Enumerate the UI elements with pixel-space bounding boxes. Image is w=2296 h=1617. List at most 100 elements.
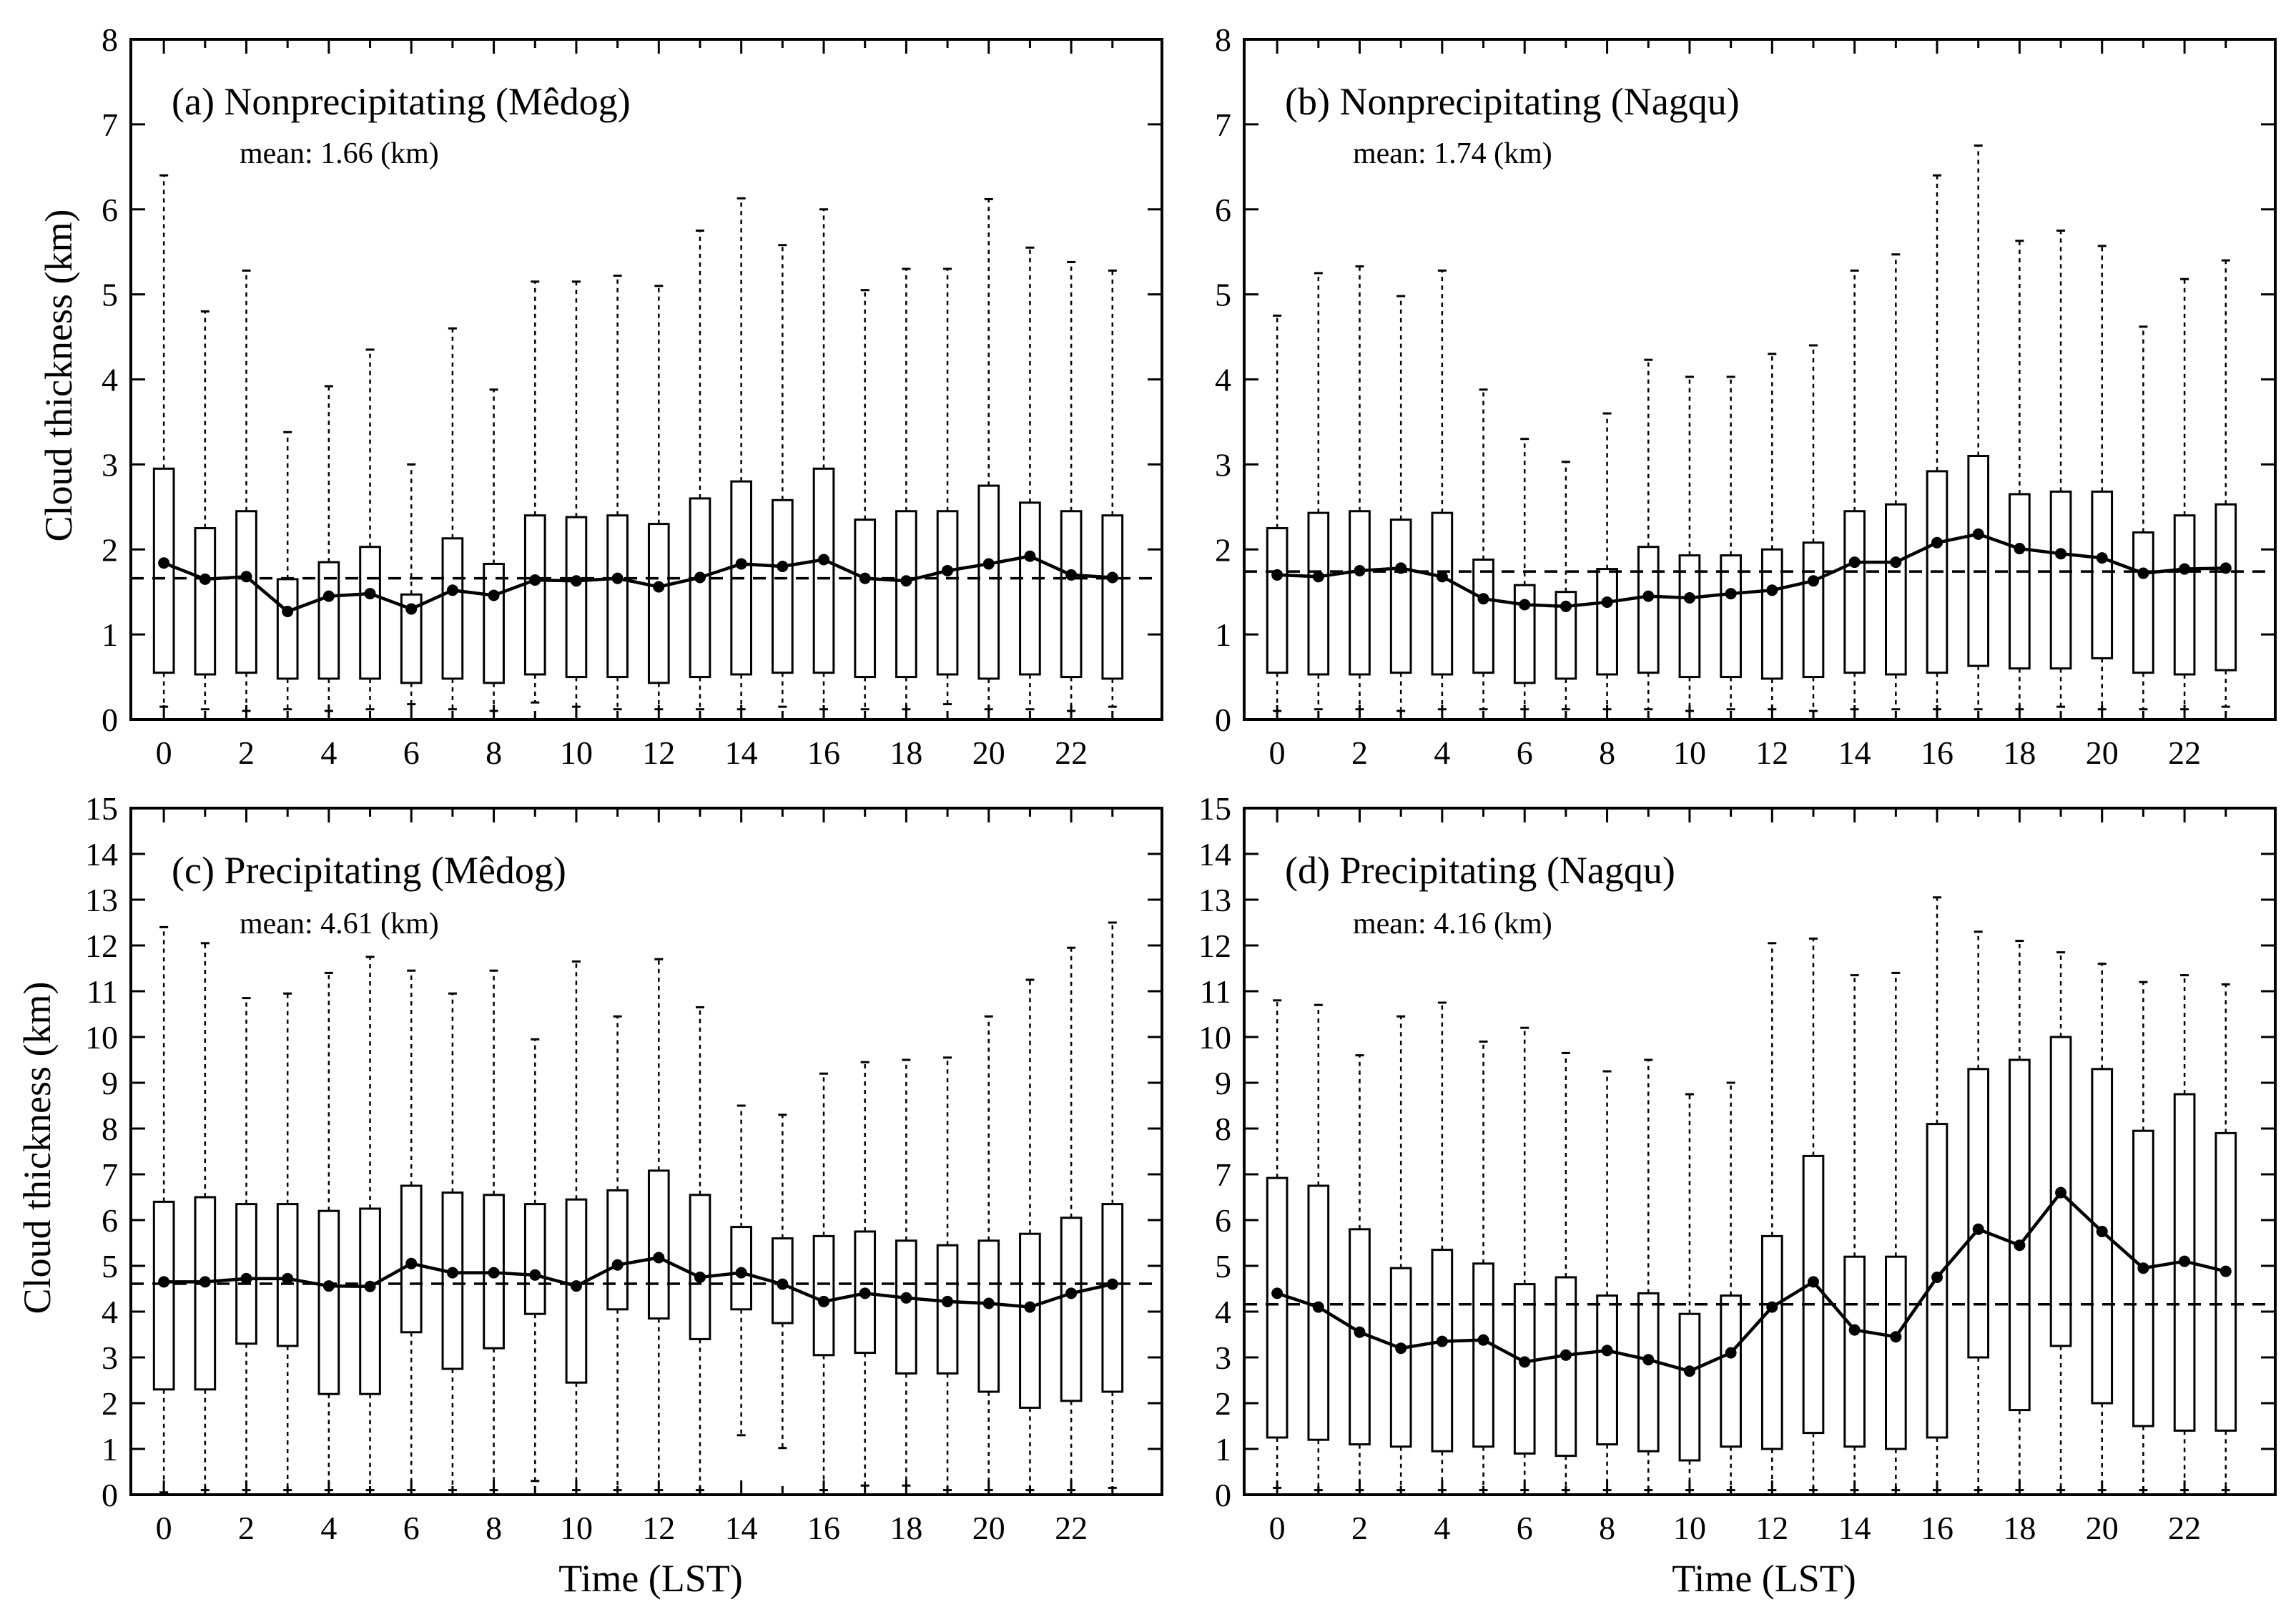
- panel-a-y-tick-label: 8: [102, 21, 118, 58]
- panel-b-y-tick-label: 6: [1215, 192, 1231, 228]
- panel-a-mean-point: [364, 588, 376, 600]
- panel-c-y-tick-label: 4: [102, 1294, 118, 1330]
- panel-c-y-tick-label: 14: [85, 836, 118, 873]
- panel-c-mean-point: [529, 1269, 541, 1281]
- panel-c-y-tick-label: 15: [85, 790, 118, 827]
- panel-a-mean-point: [405, 603, 418, 615]
- panel-c-mean-point: [1024, 1301, 1036, 1313]
- panel-c-frame: [129, 807, 1163, 1496]
- panel-d-box: [2132, 1129, 2154, 1427]
- panel-d-mean-point: [1477, 1334, 1489, 1346]
- panel-b-y-tick-label: 5: [1215, 277, 1231, 313]
- panel-d-x-tick-label: 20: [2086, 1510, 2119, 1546]
- panel-b-box: [1349, 510, 1371, 676]
- panel-a-mean-line: [163, 554, 1113, 614]
- panel-d-y-tick-label: 4: [1215, 1294, 1231, 1330]
- panel-d-y-tick-label: 0: [1215, 1477, 1231, 1513]
- panel-c-box: [194, 1196, 217, 1391]
- panel-c-x-tick-label: 10: [560, 1510, 593, 1546]
- panel-d-mean-point: [1354, 1326, 1366, 1338]
- panel-d-box: [2091, 1068, 2114, 1405]
- panel-d-y-tick-label: 11: [1200, 973, 1231, 1010]
- panel-d-box: [1555, 1276, 1577, 1458]
- panel-b-mean-point: [1725, 588, 1737, 600]
- panel-b-box: [1596, 568, 1618, 676]
- panel-a-y-tick-label: 5: [102, 277, 118, 313]
- panel-b-box: [1678, 554, 1701, 679]
- panel-a-mean-point: [735, 558, 747, 570]
- panel-b-mean-line: [1277, 532, 2226, 609]
- panel-a-mean-point: [1024, 550, 1036, 562]
- panel-c-mean-point: [570, 1280, 582, 1292]
- panel-d-mean-point: [2014, 1239, 2026, 1252]
- panel-a-mean-point: [1106, 571, 1118, 584]
- panel-b-mean-point: [1395, 562, 1407, 574]
- panel-d-x-tick-label: 10: [1673, 1510, 1706, 1546]
- panel-b-mean-point: [1931, 536, 1943, 549]
- panel-b-box: [1307, 511, 1330, 676]
- panel-b-x-tick-label: 6: [1517, 734, 1533, 771]
- panel-a-x-tick-label: 20: [972, 734, 1005, 771]
- panel-a-box: [235, 510, 257, 674]
- panel-d-mean-point: [1807, 1276, 1819, 1288]
- panel-b-box: [2214, 503, 2237, 672]
- panel-b-x-tick-label: 18: [2003, 734, 2036, 771]
- panel-d-y-tick-label: 14: [1198, 836, 1231, 873]
- panel-c-mean-point: [859, 1287, 871, 1299]
- panel-d-box: [1637, 1292, 1660, 1453]
- panel-d-y-tick-label: 3: [1215, 1340, 1231, 1376]
- panel-b-x-tick-label: 2: [1351, 734, 1368, 771]
- panel-d-box: [1843, 1255, 1866, 1448]
- panel-c-mean-point: [488, 1267, 500, 1279]
- panel-b-y-tick-label: 2: [1215, 531, 1231, 568]
- panel-a-y-tick-label: 4: [102, 362, 118, 398]
- panel-a-y-tick-label: 3: [102, 446, 118, 483]
- panel-c-x-tick-label: 0: [156, 1510, 172, 1546]
- panel-c-box: [936, 1244, 959, 1375]
- panel-d-mean-point: [2055, 1186, 2067, 1199]
- panel-a-box: [936, 510, 959, 676]
- panel-d-y-tick-label: 9: [1215, 1065, 1231, 1101]
- panel-d-box: [1720, 1294, 1742, 1448]
- x-axis-title-right: Time (LST): [1672, 1557, 1856, 1600]
- panel-a-box: [152, 467, 175, 674]
- panel-d-x-tick-label: 12: [1755, 1510, 1788, 1546]
- panel-b-box: [2049, 490, 2072, 670]
- panel-c-box: [359, 1207, 381, 1395]
- panel-d-mean-point: [1725, 1347, 1737, 1359]
- panel-b-box: [1885, 503, 1907, 676]
- panel-c-mean-label: mean: 4.61 (km): [240, 908, 439, 940]
- y-axis-title-bottom: Cloud thickness (km): [16, 982, 59, 1314]
- panel-c-y-tick-label: 3: [102, 1340, 118, 1376]
- panel-a-y-tick-label: 2: [102, 531, 118, 568]
- panel-c-x-tick-label: 16: [807, 1510, 840, 1546]
- panel-b-mean-point: [1642, 590, 1655, 602]
- panel-a-mean-point: [322, 590, 335, 602]
- panel-b-y-tick-label: 1: [1215, 616, 1231, 653]
- panel-c-y-tick-label: 0: [102, 1477, 118, 1513]
- panel-b-x-tick-label: 8: [1599, 734, 1615, 771]
- panel-b-x-tick-label: 0: [1269, 734, 1286, 771]
- panel-b-mean-point: [1312, 571, 1324, 583]
- panel-b-mean-point: [1271, 569, 1284, 581]
- panel-c-mean-point: [405, 1257, 418, 1269]
- panel-d-mean-point: [2179, 1255, 2191, 1267]
- panel-a-mean-point: [570, 575, 582, 587]
- panel-a-x-tick-label: 14: [725, 734, 758, 771]
- panel-a-box: [606, 514, 629, 679]
- panel-d-mean-point: [1560, 1349, 1572, 1361]
- panel-d-box: [1885, 1255, 1907, 1450]
- panel-d-mean-point: [1436, 1335, 1448, 1347]
- panel-a-y-tick-label: 0: [102, 702, 118, 738]
- panel-a-mean-point: [900, 575, 912, 587]
- panel-c-title: (c) Precipitating (Mêdog): [172, 849, 566, 892]
- panel-c-mean-point: [942, 1295, 954, 1307]
- panel-d-y-tick-label: 12: [1198, 928, 1231, 964]
- panel-d-box: [1678, 1312, 1701, 1462]
- panel-d-frame: [1243, 807, 2277, 1496]
- panel-a-y-tick-label: 7: [102, 107, 118, 143]
- panel-b-mean-point: [1560, 600, 1572, 612]
